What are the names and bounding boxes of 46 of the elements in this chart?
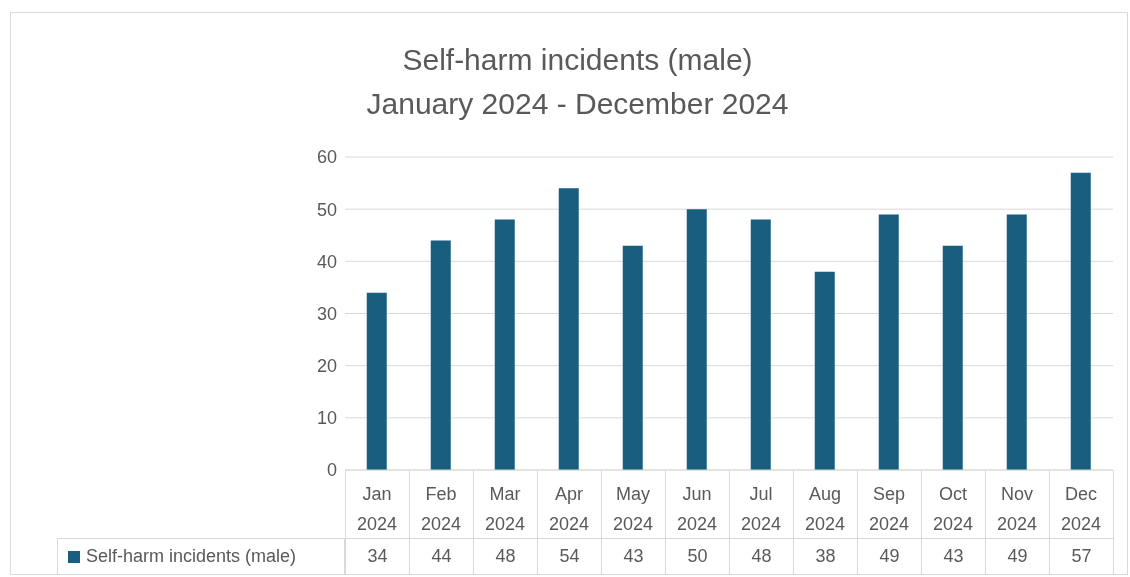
bar xyxy=(1006,214,1027,470)
data-label: 43 xyxy=(921,538,986,575)
x-tick-label: Mar 2024 xyxy=(484,484,526,534)
x-tick-label: May 2024 xyxy=(612,484,654,534)
data-label: 43 xyxy=(601,538,666,575)
bar xyxy=(430,240,451,470)
data-label: 48 xyxy=(729,538,794,575)
bar xyxy=(750,219,771,470)
data-label: 48 xyxy=(473,538,538,575)
x-tick-label: Jul 2024 xyxy=(740,484,782,534)
bar xyxy=(366,292,387,470)
bar xyxy=(942,245,963,470)
y-tick-label: 20 xyxy=(316,356,337,377)
data-label: 38 xyxy=(793,538,858,575)
y-tick-label: 0 xyxy=(326,460,337,481)
bar xyxy=(622,245,643,470)
data-label: 54 xyxy=(537,538,602,575)
x-tick-label: Apr 2024 xyxy=(548,484,590,534)
y-tick-label: 40 xyxy=(316,251,337,272)
data-label: 50 xyxy=(665,538,730,575)
x-tick-label: Sep 2024 xyxy=(868,484,910,534)
bar xyxy=(878,214,899,470)
chart-title: Self-harm incidents (male) xyxy=(401,42,754,78)
bar xyxy=(686,209,707,470)
x-tick-label: Feb 2024 xyxy=(420,484,462,534)
x-tick-label: Jun 2024 xyxy=(676,484,718,534)
data-label: 49 xyxy=(985,538,1050,575)
y-tick-label: 10 xyxy=(316,408,337,429)
data-label: 34 xyxy=(345,538,410,575)
y-tick-label: 60 xyxy=(316,147,337,168)
bar xyxy=(494,219,515,470)
x-tick-label: Nov 2024 xyxy=(996,484,1038,534)
legend-label: Self-harm incidents (male) xyxy=(86,546,297,567)
y-tick-label: 50 xyxy=(316,199,337,220)
y-tick-label: 30 xyxy=(316,303,337,324)
bar xyxy=(814,271,835,470)
data-label: 57 xyxy=(1049,538,1114,575)
data-label: 44 xyxy=(409,538,474,575)
x-tick-label: Dec 2024 xyxy=(1060,484,1102,534)
chart-subtitle: January 2024 - December 2024 xyxy=(365,86,790,122)
x-tick-label: Oct 2024 xyxy=(932,484,974,534)
bar xyxy=(558,188,579,470)
x-tick-label: Jan 2024 xyxy=(356,484,398,534)
x-tick-label: Aug 2024 xyxy=(804,484,846,534)
data-label: 49 xyxy=(857,538,922,575)
bar xyxy=(1070,172,1091,470)
